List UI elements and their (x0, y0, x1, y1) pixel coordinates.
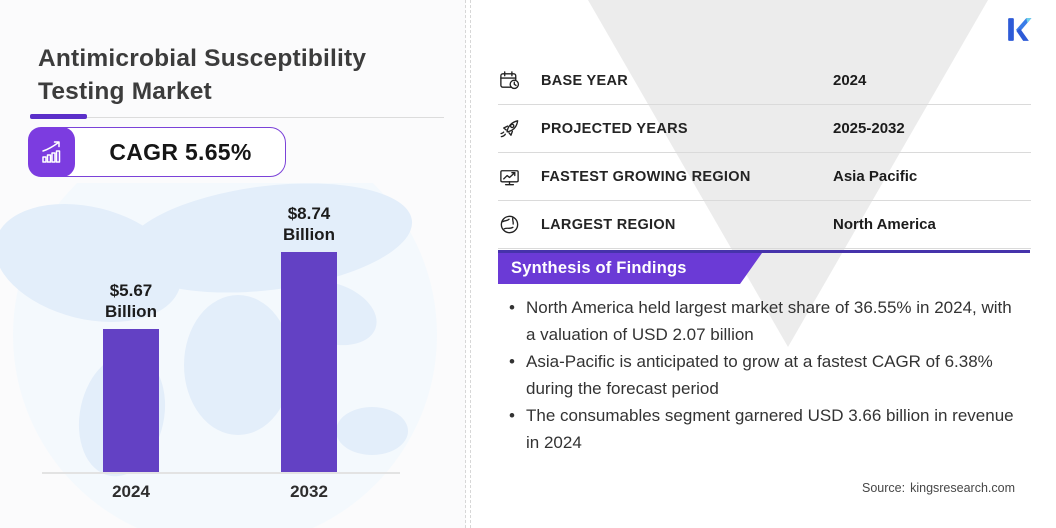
info-label: FASTEST GROWING REGION (541, 168, 751, 185)
info-label: LARGEST REGION (541, 216, 676, 233)
source-attribution: Source: kingsresearch.com (498, 481, 1015, 495)
bar-group-2024: $5.67 Billion (75, 280, 187, 472)
finding-item: • Asia-Pacific is anticipated to grow at… (498, 348, 1020, 402)
source-value: kingsresearch.com (910, 481, 1015, 495)
growth-arrow-icon (41, 141, 60, 163)
info-row-projected-years: PROJECTED YEARS 2025-2032 (498, 105, 1031, 153)
finding-text: Asia-Pacific is anticipated to grow at a… (526, 352, 993, 398)
finding-text: North America held largest market share … (526, 298, 1012, 344)
bar-value-label: $5.67 Billion (105, 281, 157, 321)
bar (281, 252, 337, 472)
info-row-fastest-growing-region: FASTEST GROWING REGION Asia Pacific (498, 153, 1031, 201)
bar (103, 329, 159, 472)
info-value: Asia Pacific (833, 168, 918, 185)
bar-value-label: $8.74 Billion (283, 204, 335, 244)
info-row-largest-region: LARGEST REGION North America (498, 201, 1031, 249)
chart-baseline (42, 472, 400, 474)
info-table: BASE YEAR 2024 PROJECTED YEARS 2025-2032 (498, 57, 1031, 249)
left-panel: Antimicrobial Susceptibility Testing Mar… (0, 0, 466, 528)
title-divider (86, 117, 444, 118)
finding-text: The consumables segment garnered USD 3.6… (526, 406, 1014, 452)
cagr-icon-box (28, 127, 75, 177)
source-label: Source: (862, 481, 906, 495)
cagr-label: CAGR 5.65% (109, 138, 252, 165)
info-value: 2025-2032 (833, 120, 905, 137)
info-label: PROJECTED YEARS (541, 120, 688, 137)
bar-group-2032: $8.74 Billion (253, 203, 365, 472)
x-axis-label-2032: 2032 (290, 482, 328, 501)
cagr-badge: CAGR 5.65% (28, 127, 286, 177)
findings-list: • North America held largest market shar… (498, 294, 1020, 456)
findings-top-rule (498, 250, 1030, 253)
panel-divider (465, 0, 471, 528)
info-value: 2024 (833, 72, 867, 89)
right-panel: BASE YEAR 2024 PROJECTED YEARS 2025-2032 (471, 0, 1056, 528)
page-title: Antimicrobial Susceptibility Testing Mar… (38, 45, 367, 105)
title-divider-accent (30, 114, 87, 119)
finding-item: • The consumables segment garnered USD 3… (498, 402, 1020, 456)
info-row-base-year: BASE YEAR 2024 (498, 57, 1031, 105)
info-label: BASE YEAR (541, 72, 629, 89)
info-value: North America (833, 216, 936, 233)
x-axis-label-2024: 2024 (112, 482, 150, 501)
globe-icon (498, 213, 525, 237)
bullet-icon: • (509, 352, 515, 371)
growth-chart-icon (498, 165, 525, 189)
bullet-icon: • (509, 406, 515, 425)
findings-banner: Synthesis of Findings (498, 253, 762, 284)
brand-logo-k-icon (1008, 18, 1032, 41)
finding-item: • North America held largest market shar… (498, 294, 1020, 348)
world-map-watermark (0, 183, 437, 528)
calendar-clock-icon (498, 69, 525, 93)
bullet-icon: • (509, 298, 515, 317)
rocket-icon (498, 117, 525, 141)
